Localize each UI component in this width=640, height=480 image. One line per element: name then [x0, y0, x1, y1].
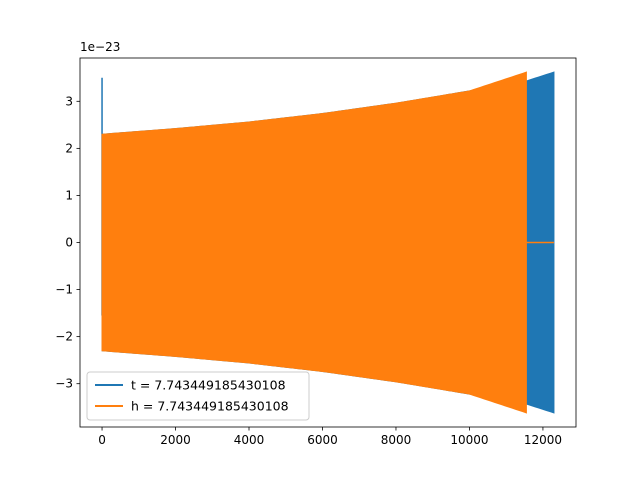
- y-offset-text: 1e−23: [80, 40, 120, 54]
- legend-box: [86, 371, 310, 421]
- legend-label-2: h = 7.743449185430108: [131, 399, 289, 414]
- y-tick-label: −3: [55, 377, 73, 391]
- x-tick-label: 0: [98, 433, 106, 447]
- y-tick-label: 1: [65, 188, 73, 202]
- y-tick-label: 3: [65, 94, 73, 108]
- x-tick-label: 8000: [381, 433, 412, 447]
- x-tick-label: 4000: [234, 433, 265, 447]
- x-tick-label: 2000: [160, 433, 191, 447]
- legend-label-1: t = 7.743449185430108: [131, 378, 286, 393]
- legend: t = 7.743449185430108 h = 7.7434491854301…: [86, 371, 310, 421]
- series-2-oscillation-band: [101, 71, 527, 414]
- series-layer: [101, 71, 555, 414]
- y-tick-label: −2: [55, 330, 73, 344]
- x-tick-label: 12000: [524, 433, 562, 447]
- x-tick-label: 10000: [450, 433, 488, 447]
- series-2: [101, 71, 554, 414]
- y-tick-label: 0: [65, 236, 73, 250]
- x-tick-label: 6000: [307, 433, 338, 447]
- y-tick-label: 2: [65, 141, 73, 155]
- axes-layer: 0 2000 4000 6000 8000 10000 12000 −3 −2 −1 0 1 2 3: [55, 57, 577, 447]
- y-tick-label: −1: [55, 283, 73, 297]
